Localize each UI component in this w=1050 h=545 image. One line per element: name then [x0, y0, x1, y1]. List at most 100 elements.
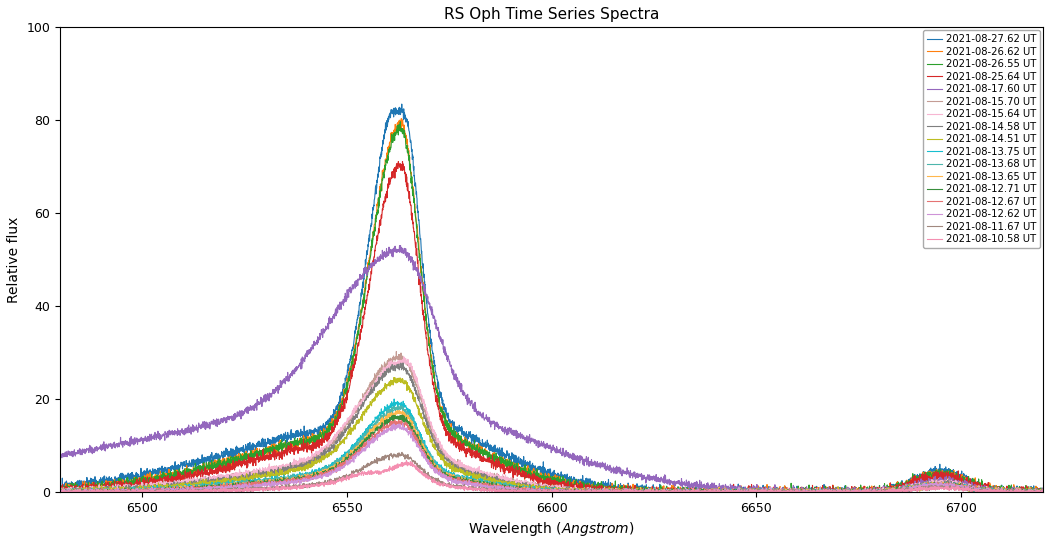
2021-08-26.62 UT: [1036, 488, 1049, 495]
2021-08-11.67 UT: [769, 488, 781, 495]
2021-08-15.64 UT: [769, 488, 781, 495]
Line: 2021-08-13.68 UT: 2021-08-13.68 UT: [60, 406, 1043, 492]
2021-08-26.55 UT: [769, 487, 781, 494]
2021-08-13.75 UT: [387, 396, 400, 402]
Line: 2021-08-13.65 UT: 2021-08-13.65 UT: [60, 410, 1043, 492]
2021-08-13.68 UT: [54, 487, 66, 494]
2021-08-15.70 UT: [1036, 488, 1049, 495]
2021-08-27.62 UT: [396, 101, 408, 107]
2021-08-11.67 UT: [55, 488, 67, 495]
2021-08-27.62 UT: [769, 485, 781, 492]
2021-08-12.71 UT: [1036, 488, 1049, 495]
2021-08-17.60 UT: [467, 405, 480, 411]
2021-08-12.67 UT: [769, 488, 781, 495]
2021-08-12.67 UT: [54, 488, 66, 495]
2021-08-26.62 UT: [958, 473, 970, 480]
2021-08-14.51 UT: [521, 481, 533, 488]
2021-08-26.62 UT: [54, 486, 66, 493]
2021-08-10.58 UT: [54, 488, 66, 495]
2021-08-12.67 UT: [467, 479, 480, 486]
2021-08-15.64 UT: [521, 480, 533, 487]
2021-08-26.62 UT: [59, 488, 71, 495]
Line: 2021-08-26.55 UT: 2021-08-26.55 UT: [60, 122, 1043, 492]
2021-08-27.62 UT: [1036, 488, 1049, 495]
2021-08-15.70 UT: [390, 348, 402, 355]
2021-08-26.62 UT: [521, 471, 533, 478]
2021-08-15.70 UT: [55, 488, 67, 495]
Line: 2021-08-12.71 UT: 2021-08-12.71 UT: [60, 415, 1043, 492]
2021-08-13.68 UT: [1007, 488, 1020, 495]
2021-08-10.58 UT: [400, 457, 413, 464]
2021-08-25.64 UT: [467, 450, 480, 457]
2021-08-14.58 UT: [54, 488, 66, 495]
2021-08-12.71 UT: [475, 481, 487, 488]
2021-08-14.51 UT: [769, 488, 781, 494]
2021-08-13.75 UT: [55, 488, 67, 495]
2021-08-13.65 UT: [467, 480, 480, 487]
2021-08-13.65 UT: [958, 483, 970, 489]
2021-08-26.62 UT: [467, 441, 480, 448]
2021-08-13.65 UT: [475, 481, 487, 487]
2021-08-15.64 UT: [54, 487, 66, 494]
2021-08-14.58 UT: [769, 488, 781, 495]
2021-08-15.64 UT: [1007, 486, 1020, 493]
2021-08-26.55 UT: [1036, 488, 1049, 495]
2021-08-12.71 UT: [54, 488, 66, 495]
2021-08-12.62 UT: [769, 488, 781, 494]
2021-08-25.64 UT: [475, 453, 487, 459]
Line: 2021-08-26.62 UT: 2021-08-26.62 UT: [60, 119, 1043, 492]
2021-08-12.62 UT: [397, 420, 410, 427]
Line: 2021-08-15.64 UT: 2021-08-15.64 UT: [60, 357, 1043, 492]
2021-08-11.67 UT: [1007, 488, 1020, 495]
2021-08-27.62 UT: [475, 441, 487, 447]
Line: 2021-08-12.62 UT: 2021-08-12.62 UT: [60, 423, 1043, 492]
2021-08-17.60 UT: [769, 488, 781, 495]
2021-08-13.68 UT: [1036, 488, 1049, 495]
2021-08-25.64 UT: [396, 158, 408, 165]
2021-08-12.67 UT: [475, 481, 487, 487]
2021-08-11.67 UT: [1036, 488, 1049, 495]
Line: 2021-08-15.70 UT: 2021-08-15.70 UT: [60, 352, 1043, 492]
2021-08-26.55 UT: [55, 488, 67, 495]
2021-08-17.60 UT: [475, 412, 487, 419]
2021-08-17.60 UT: [521, 435, 533, 441]
2021-08-12.71 UT: [1007, 488, 1020, 494]
2021-08-13.68 UT: [769, 488, 781, 495]
2021-08-13.75 UT: [467, 478, 480, 485]
2021-08-13.75 UT: [769, 488, 781, 495]
2021-08-15.70 UT: [54, 488, 66, 495]
2021-08-25.64 UT: [958, 481, 970, 487]
2021-08-14.51 UT: [387, 374, 400, 381]
2021-08-10.58 UT: [769, 488, 781, 495]
2021-08-11.67 UT: [396, 449, 408, 456]
2021-08-12.62 UT: [958, 483, 970, 490]
2021-08-12.71 UT: [396, 411, 408, 418]
2021-08-11.67 UT: [54, 488, 66, 494]
2021-08-27.62 UT: [467, 431, 480, 438]
2021-08-12.71 UT: [54, 488, 66, 494]
2021-08-25.64 UT: [54, 488, 66, 495]
2021-08-14.51 UT: [475, 477, 487, 483]
2021-08-27.62 UT: [54, 488, 66, 495]
Line: 2021-08-11.67 UT: 2021-08-11.67 UT: [60, 452, 1043, 492]
2021-08-13.68 UT: [475, 479, 487, 485]
2021-08-10.58 UT: [958, 486, 970, 493]
2021-08-12.62 UT: [1036, 486, 1049, 493]
2021-08-14.58 UT: [958, 481, 970, 487]
2021-08-12.62 UT: [54, 488, 66, 495]
2021-08-15.70 UT: [1007, 488, 1020, 495]
2021-08-26.62 UT: [769, 488, 781, 494]
2021-08-13.65 UT: [521, 486, 533, 493]
Line: 2021-08-17.60 UT: 2021-08-17.60 UT: [60, 246, 1043, 492]
2021-08-12.67 UT: [1007, 487, 1020, 493]
2021-08-13.75 UT: [1036, 488, 1049, 494]
2021-08-12.62 UT: [1007, 488, 1020, 495]
2021-08-13.65 UT: [1007, 488, 1020, 495]
2021-08-27.62 UT: [54, 478, 66, 485]
2021-08-13.65 UT: [393, 407, 405, 414]
2021-08-17.60 UT: [715, 488, 728, 495]
2021-08-13.75 UT: [521, 483, 533, 490]
2021-08-15.64 UT: [57, 488, 69, 495]
Line: 2021-08-10.58 UT: 2021-08-10.58 UT: [60, 461, 1043, 492]
2021-08-17.60 UT: [54, 452, 66, 458]
